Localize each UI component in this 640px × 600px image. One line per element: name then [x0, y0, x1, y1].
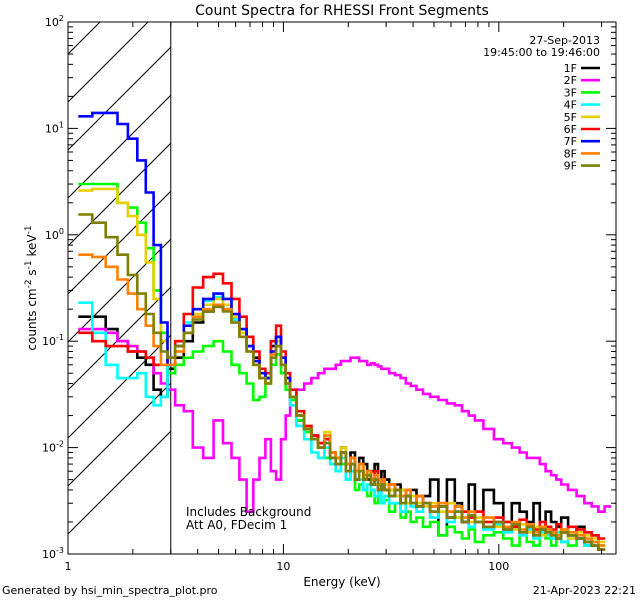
legend-label-2f: 2F: [564, 74, 577, 87]
y-tick-label: 10-3: [42, 546, 64, 561]
y-tick-label: 10-2: [42, 440, 64, 455]
series-1f: [78, 303, 606, 547]
legend-label-7f: 7F: [564, 135, 577, 148]
info-time-range: 19:45:00 to 19:46:00: [483, 46, 600, 59]
annotation-attenuator: Att A0, FDecim 1: [186, 518, 287, 532]
x-tick-label: 10: [276, 560, 290, 573]
legend-label-5f: 5F: [564, 111, 577, 124]
series-layer: [78, 111, 612, 551]
y-tick-label: 102: [45, 14, 64, 29]
footer-generated-by: Generated by hsi_min_spectra_plot.pro: [2, 584, 218, 597]
plot-frame: [67, 21, 617, 555]
x-axis: 1 10 100: [65, 22, 603, 573]
x-tick-label: 1: [65, 560, 72, 573]
legend-label-1f: 1F: [564, 62, 577, 75]
y-tick-label: 100: [45, 227, 64, 242]
chart-title: Count Spectra for RHESSI Front Segments: [195, 3, 489, 19]
series-2f: [78, 327, 612, 513]
legend-label-8f: 8F: [564, 147, 577, 160]
legend-label-3f: 3F: [564, 86, 577, 99]
annotation-background: Includes Background: [186, 505, 311, 519]
y-axis: 102 101 100 10-1 10-2 10-3: [42, 14, 616, 561]
y-axis-label: counts cm-2 s-1 keV-1: [24, 225, 39, 350]
legend-label-6f: 6F: [564, 123, 577, 136]
footer-timestamp: 21-Apr-2023 22:21: [533, 584, 636, 597]
info-date: 27-Sep-2013: [529, 34, 600, 47]
x-axis-label: Energy (keV): [303, 575, 380, 589]
y-tick-label: 101: [45, 120, 64, 135]
hatch-line: [68, 94, 171, 199]
legend-label-9f: 9F: [564, 160, 577, 173]
series-4f: [78, 295, 606, 547]
series-7f: [78, 111, 606, 551]
series-9f: [78, 213, 606, 551]
x-tick-label: 100: [488, 560, 509, 573]
legend-label-4f: 4F: [564, 99, 577, 112]
y-tick-label: 10-1: [42, 333, 64, 348]
